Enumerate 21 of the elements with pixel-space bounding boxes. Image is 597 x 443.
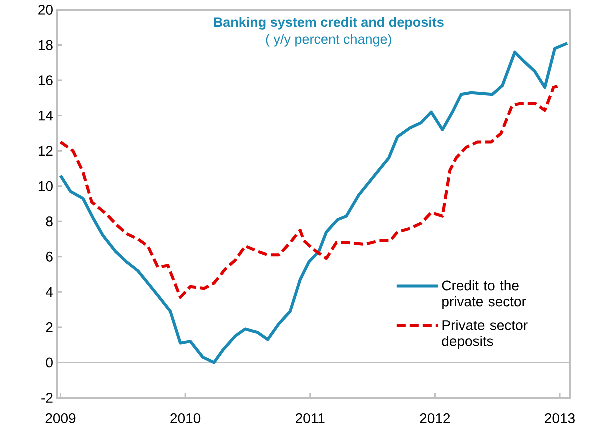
y-tick-label: 20 — [38, 5, 53, 15]
legend-label: Credit to the private sector — [442, 280, 526, 310]
y-tick-label: 8 — [46, 216, 53, 227]
y-tick-label: 16 — [38, 76, 53, 86]
x-tick-label: 2012 — [420, 414, 450, 424]
x-tick-label: 2013 — [545, 414, 575, 424]
y-tick-label: 12 — [38, 146, 53, 156]
y-tick-label: 18 — [38, 40, 53, 50]
x-tick-label: 2009 — [46, 414, 76, 424]
x-tick-label: 2011 — [296, 414, 325, 424]
y-tick-label: 2 — [46, 322, 53, 332]
legend-label: Private sector deposits — [442, 320, 528, 350]
y-tick-label: 0 — [46, 358, 53, 368]
y-tick-label: 14 — [38, 110, 54, 121]
y-tick-label: -2 — [42, 393, 53, 403]
x-tick-label: 2010 — [170, 414, 201, 424]
y-tick-label: 10 — [38, 181, 53, 192]
text: ( y/y percent change) — [266, 34, 392, 47]
y-tick-label: 4 — [46, 287, 54, 297]
text: Banking system credit and deposits — [214, 17, 444, 30]
y-tick-label: 6 — [46, 252, 53, 262]
